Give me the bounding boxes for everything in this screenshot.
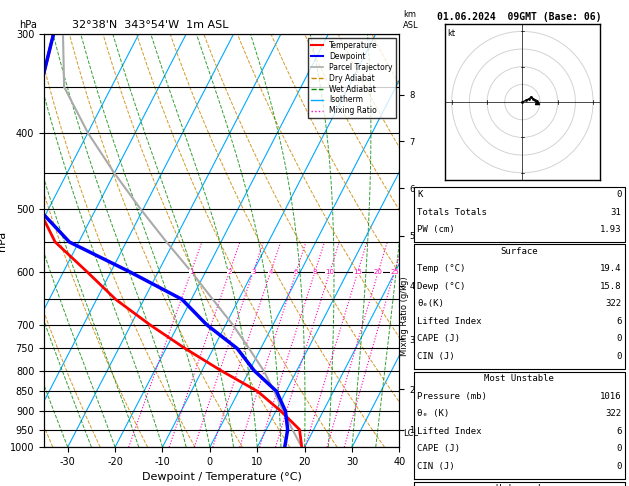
Text: 322: 322: [605, 299, 621, 309]
Text: 20: 20: [374, 269, 382, 275]
Text: 8: 8: [313, 269, 317, 275]
Text: Hodograph: Hodograph: [495, 484, 543, 486]
Text: 01.06.2024  09GMT (Base: 06): 01.06.2024 09GMT (Base: 06): [437, 12, 601, 22]
Text: kt: kt: [448, 29, 456, 38]
Text: 6: 6: [616, 317, 621, 326]
Text: LCL: LCL: [404, 429, 419, 437]
Text: 0: 0: [616, 462, 621, 471]
Text: Lifted Index: Lifted Index: [417, 317, 482, 326]
Text: 0: 0: [616, 352, 621, 361]
Y-axis label: hPa: hPa: [0, 230, 7, 251]
Text: 322: 322: [605, 409, 621, 418]
Text: CIN (J): CIN (J): [417, 462, 455, 471]
Text: 15.8: 15.8: [600, 282, 621, 291]
Text: Lifted Index: Lifted Index: [417, 427, 482, 436]
Text: Most Unstable: Most Unstable: [484, 374, 554, 383]
Text: Pressure (mb): Pressure (mb): [417, 392, 487, 401]
Text: CAPE (J): CAPE (J): [417, 334, 460, 344]
Text: θₑ (K): θₑ (K): [417, 409, 449, 418]
Text: PW (cm): PW (cm): [417, 225, 455, 234]
Text: 3: 3: [251, 269, 255, 275]
Text: 1: 1: [189, 269, 193, 275]
Text: 1016: 1016: [600, 392, 621, 401]
Text: K: K: [417, 190, 423, 199]
Text: km
ASL: km ASL: [403, 11, 418, 30]
Text: 0: 0: [616, 444, 621, 453]
Text: Dewp (°C): Dewp (°C): [417, 282, 465, 291]
Text: 4: 4: [269, 269, 273, 275]
Text: Surface: Surface: [501, 247, 538, 256]
Text: 1.93: 1.93: [600, 225, 621, 234]
Text: 32°38'N  343°54'W  1m ASL: 32°38'N 343°54'W 1m ASL: [72, 20, 229, 31]
Text: Totals Totals: Totals Totals: [417, 208, 487, 217]
Text: 19.4: 19.4: [600, 264, 621, 274]
Text: 0: 0: [616, 190, 621, 199]
X-axis label: Dewpoint / Temperature (°C): Dewpoint / Temperature (°C): [142, 472, 302, 483]
Text: 31: 31: [611, 208, 621, 217]
Text: θₑ(K): θₑ(K): [417, 299, 444, 309]
Text: 6: 6: [616, 427, 621, 436]
Legend: Temperature, Dewpoint, Parcel Trajectory, Dry Adiabat, Wet Adiabat, Isotherm, Mi: Temperature, Dewpoint, Parcel Trajectory…: [308, 38, 396, 119]
Text: Temp (°C): Temp (°C): [417, 264, 465, 274]
Text: 0: 0: [616, 334, 621, 344]
Text: 25: 25: [390, 269, 399, 275]
Text: CAPE (J): CAPE (J): [417, 444, 460, 453]
Text: Mixing Ratio (g/kg): Mixing Ratio (g/kg): [400, 276, 409, 356]
Text: hPa: hPa: [19, 20, 37, 30]
Text: 10: 10: [325, 269, 335, 275]
Text: CIN (J): CIN (J): [417, 352, 455, 361]
Text: 15: 15: [353, 269, 362, 275]
Text: 6: 6: [294, 269, 298, 275]
Text: 2: 2: [227, 269, 231, 275]
